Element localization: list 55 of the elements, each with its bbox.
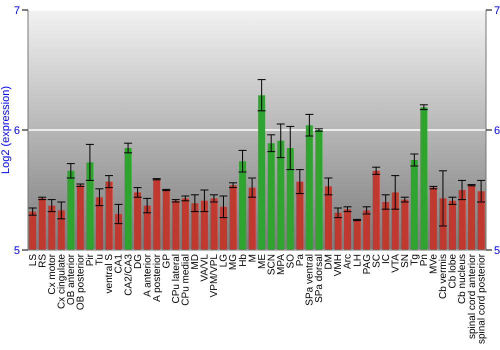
x-tick-label: MVe: [428, 254, 440, 274]
x-tick-label: VPM/VPL: [209, 254, 220, 298]
x-tick-label: CPu lateral: [170, 254, 182, 304]
x-tick-label: Arc: [342, 254, 354, 269]
x-tick-label: Pn: [419, 254, 430, 266]
x-tick-label: MG: [228, 254, 240, 270]
x-tick-label: MD: [190, 254, 202, 270]
x-tick-label: IC: [380, 254, 392, 264]
x-tick-label: Hb: [238, 254, 249, 267]
x-tick-label: Cb lobe: [448, 254, 459, 288]
x-tick-label: VTA: [390, 254, 402, 273]
x-tick-label: SPa dorsal: [314, 254, 326, 303]
x-tick-label: spinal cord anterior: [466, 253, 478, 340]
x-tick-label: A posterior: [152, 253, 163, 302]
x-tick-label: Tu: [94, 254, 106, 266]
x-tick-label: MPA: [276, 254, 287, 275]
x-tick-label: VMH: [333, 254, 344, 276]
x-tick-label: Cx cingulate: [56, 254, 68, 310]
x-tick-label: CPu medial: [180, 254, 192, 306]
y-axis-title: Log2 (expression): [0, 86, 12, 174]
y2-tick-label: 5: [494, 244, 500, 257]
x-tick-label: PAG: [362, 254, 373, 274]
x-tick-label: LG: [218, 254, 230, 268]
x-tick-label: DG: [132, 254, 144, 269]
x-tick-label: LH: [352, 254, 364, 267]
y-tick-label: 7: [14, 4, 20, 17]
x-tick-label: spinal cord posterior: [476, 253, 488, 344]
x-tick-label: ME: [256, 254, 268, 269]
x-tick-label: SC: [371, 254, 382, 268]
x-tick-label: CA2/CA3: [123, 254, 134, 296]
x-tick-label: OB posterior: [76, 253, 87, 310]
x-tick-label: Cb nucleus: [457, 254, 468, 304]
x-tick-label: GP: [161, 254, 172, 268]
x-tick-label: CA1: [114, 254, 125, 274]
x-tick-label: SCN: [266, 254, 278, 276]
x-tick-label: M: [247, 254, 258, 262]
x-tick-label: A anterior: [142, 253, 154, 297]
x-tick-label: ventral S: [104, 254, 116, 294]
y-tick-label: 5: [14, 244, 20, 257]
x-tick-label: SN: [400, 254, 411, 268]
x-tick-label: RS: [37, 254, 48, 268]
x-tick-label: Tg: [410, 254, 421, 266]
x-tick-label: VA/VL: [200, 254, 211, 282]
y2-tick-label: 7: [494, 4, 500, 17]
x-tick-label: SPa ventral: [304, 254, 316, 306]
y-tick-label: 6: [14, 124, 20, 137]
x-tick-label: Cb vermis: [438, 254, 450, 300]
x-tick-label: Cx motor: [46, 253, 58, 295]
x-tick-label: OB anterior: [66, 253, 78, 306]
x-tick-label: DM: [324, 254, 335, 270]
x-tick-label: SO: [285, 254, 296, 268]
x-tick-label: Pir: [85, 253, 96, 266]
x-tick-label: Pa: [295, 254, 306, 266]
y2-tick-label: 6: [494, 124, 500, 137]
x-tick-label: LS: [28, 254, 39, 266]
